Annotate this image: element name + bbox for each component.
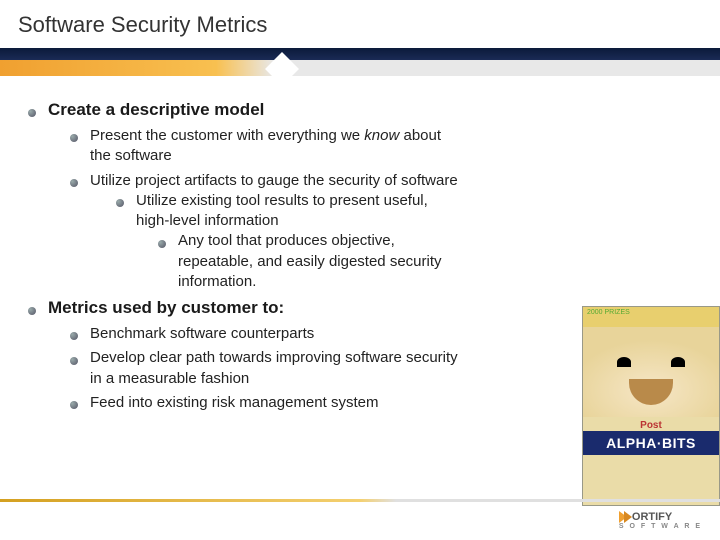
title-bar: Software Security Metrics: [0, 0, 720, 48]
section-heading: Create a descriptive model Present the c…: [28, 100, 458, 292]
emphasis: know: [364, 127, 399, 144]
image-post: Post: [583, 417, 719, 431]
sub-list: Benchmark software counterparts Develop …: [70, 324, 458, 413]
heading-text: Metrics used by customer to:: [48, 298, 458, 318]
image-banner: 2000 PRIZES: [583, 307, 719, 327]
bullet-item: Any tool that produces objective, repeat…: [158, 231, 458, 292]
sub3-list: Any tool that produces objective, repeat…: [158, 231, 458, 292]
text-span: Benchmark software counterparts: [90, 325, 314, 342]
chevron-icon: [624, 511, 632, 523]
section-heading: Metrics used by customer to: Benchmark s…: [28, 298, 458, 413]
text-span: Develop clear path towards improving sof…: [90, 349, 458, 386]
logo-sub: S O F T W A R E: [619, 523, 702, 530]
sub2-list: Utilize existing tool results to present…: [116, 191, 458, 292]
bullet-item: Feed into existing risk management syste…: [70, 393, 458, 413]
image-face: [583, 327, 719, 417]
text-span: Any tool that produces objective, repeat…: [178, 232, 442, 290]
text-span: Present the customer with everything we: [90, 127, 364, 144]
content-area: Create a descriptive model Present the c…: [0, 76, 720, 413]
text-span: Feed into existing risk management syste…: [90, 394, 378, 411]
sub-list: Present the customer with everything we …: [70, 126, 458, 292]
slide-title: Software Security Metrics: [18, 12, 702, 38]
bullet-item: Benchmark software counterparts: [70, 324, 458, 344]
text-span: Utilize project artifacts to gauge the s…: [90, 172, 458, 189]
accent-band: [0, 48, 720, 76]
image-brand: ALPHA·BITS: [583, 431, 719, 455]
top-bullets: Create a descriptive model Present the c…: [28, 100, 458, 413]
bullet-item: Utilize project artifacts to gauge the s…: [70, 171, 458, 293]
logo-name: ORTIFY: [632, 511, 672, 523]
bullet-item: Develop clear path towards improving sof…: [70, 348, 458, 389]
bullet-item: Utilize existing tool results to present…: [116, 191, 458, 292]
footer-logo: ORTIFY S O F T W A R E: [619, 511, 702, 530]
text-span: Utilize existing tool results to present…: [136, 192, 428, 229]
footer-accent: [0, 499, 720, 502]
side-image: 2000 PRIZES Post ALPHA·BITS: [582, 306, 720, 506]
heading-text: Create a descriptive model: [48, 100, 458, 120]
bullet-item: Present the customer with everything we …: [70, 126, 458, 167]
